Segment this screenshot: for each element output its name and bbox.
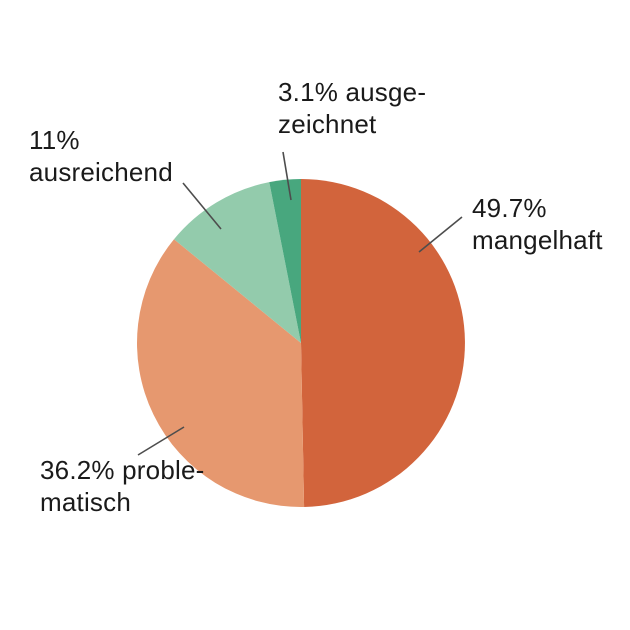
slice-mangelhaft xyxy=(301,179,465,507)
slice-label-ausgezeichnet-line2: zeichnet xyxy=(278,109,377,139)
slice-ausgezeichnet xyxy=(269,179,301,343)
slice-label-problematisch-line1: 36.2% proble- xyxy=(40,455,205,485)
slice-label-ausgezeichnet: 3.1% ausge- zeichnet xyxy=(278,76,426,140)
slice-label-ausreichend: 11% ausreichend xyxy=(29,124,173,188)
slice-ausreichend xyxy=(173,182,301,343)
leader-line-problematisch xyxy=(137,426,185,456)
slice-label-ausreichend-line2: ausreichend xyxy=(29,157,173,187)
slice-label-mangelhaft-line1: 49.7% xyxy=(472,193,547,223)
slice-label-ausgezeichnet-line1: 3.1% ausge- xyxy=(278,77,427,107)
leader-line-ausgezeichnet xyxy=(282,151,292,201)
pie-slices xyxy=(137,179,465,507)
slice-label-mangelhaft-line2: mangelhaft xyxy=(472,225,603,255)
slice-problematisch xyxy=(137,239,305,507)
leader-line-ausreichend xyxy=(182,182,222,230)
leader-line-mangelhaft xyxy=(418,216,463,253)
leader-lines xyxy=(137,151,463,456)
slice-label-mangelhaft: 49.7% mangelhaft xyxy=(472,192,603,256)
slice-label-problematisch: 36.2% proble- matisch xyxy=(40,454,204,518)
slice-label-problematisch-line2: matisch xyxy=(40,487,131,517)
slice-label-ausreichend-line1: 11% xyxy=(29,125,80,155)
